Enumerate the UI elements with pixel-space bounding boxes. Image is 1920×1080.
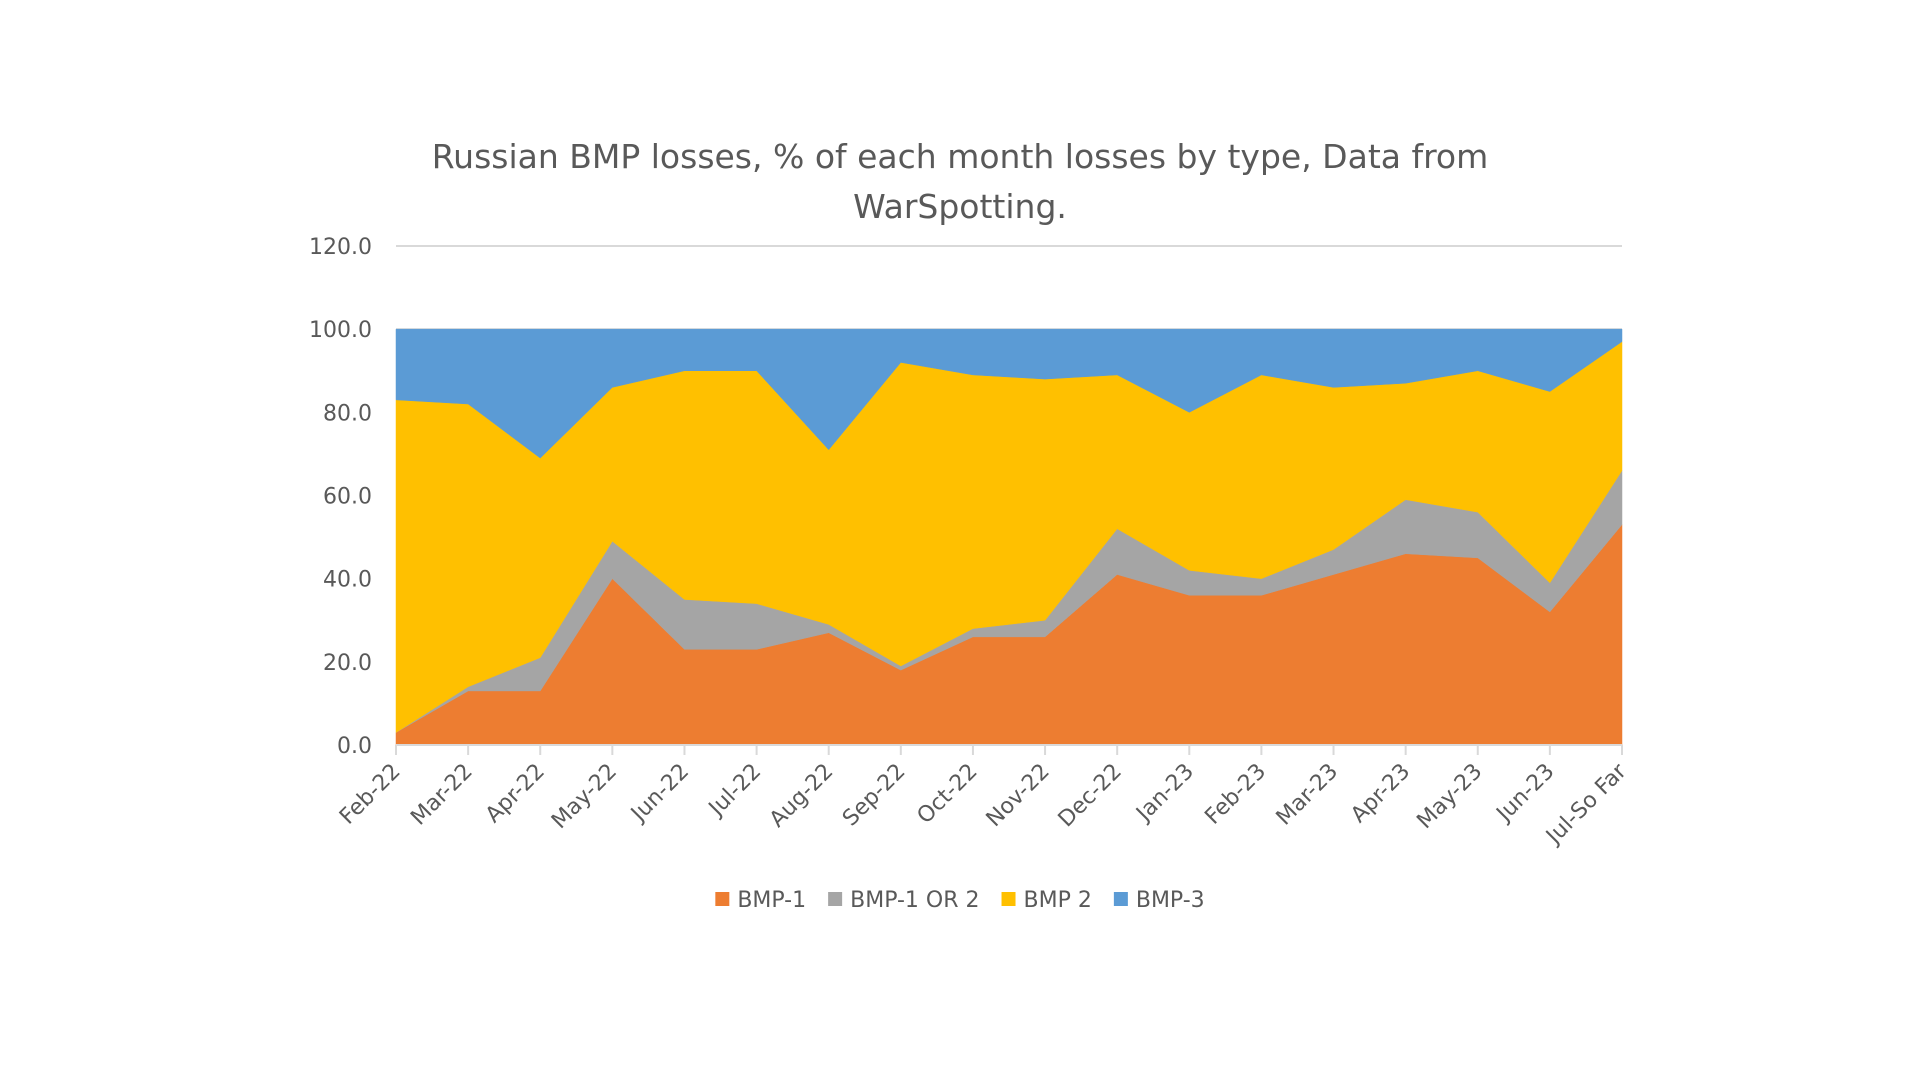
legend-label-bmp-2: BMP 2 [1024, 888, 1092, 913]
x-tick-label: Sep-22 [838, 759, 910, 831]
plot-areas [395, 328, 1623, 746]
x-tick-label: Jul-22 [703, 759, 766, 822]
x-tick-label: Apr-22 [481, 759, 550, 828]
x-tick-label: Feb-23 [1200, 759, 1271, 830]
x-tick-label: Apr-23 [1346, 759, 1415, 828]
y-tick-label: 120.0 [309, 235, 372, 260]
y-tick-label: 80.0 [323, 401, 372, 426]
legend-item-bmp-1: BMP-1 [715, 888, 806, 913]
x-tick-label: Jun-23 [1491, 759, 1560, 828]
y-tick-label: 60.0 [323, 485, 372, 510]
x-tick-label: Aug-22 [765, 759, 838, 832]
x-tick-label: May-22 [547, 759, 622, 834]
x-tick-label: Dec-22 [1054, 759, 1127, 832]
x-tick-label: Nov-22 [982, 759, 1055, 832]
x-tick-label: Jun-22 [625, 759, 694, 828]
y-tick-label: 20.0 [323, 651, 372, 676]
legend-item-bmp-1-or-2: BMP-1 OR 2 [828, 888, 980, 913]
x-tick-label: Oct-22 [913, 759, 983, 829]
legend-item-bmp-3: BMP-3 [1113, 888, 1205, 913]
x-tick-label: Mar-22 [406, 759, 477, 830]
legend: BMP-1 BMP-1 OR 2 BMP 2 BMP-3 [715, 888, 1205, 913]
x-tick-label: Jan-23 [1130, 759, 1198, 827]
x-tick-label: Feb-22 [335, 759, 406, 830]
legend-label-bmp-1: BMP-1 [737, 888, 806, 913]
x-tick-label: Mar-23 [1272, 759, 1343, 830]
legend-swatch-bmp-1 [715, 892, 730, 906]
y-axis: 0.0 20.0 40.0 60.0 80.0 100.0 120.0 [309, 235, 372, 759]
legend-swatch-bmp-3 [1113, 892, 1128, 906]
legend-swatch-bmp-1-or-2 [828, 892, 843, 906]
y-tick-label: 100.0 [309, 318, 372, 343]
legend-item-bmp-2: BMP 2 [1001, 888, 1092, 913]
y-tick-label: 0.0 [337, 734, 372, 759]
chart-title-line-2: WarSpotting. [853, 187, 1067, 226]
area-bmp-3 [395, 328, 1623, 459]
chart-title-line-1: Russian BMP losses, % of each month loss… [432, 137, 1489, 176]
legend-swatch-bmp-2 [1001, 892, 1016, 906]
x-tick-label: May-23 [1412, 759, 1487, 834]
legend-label-bmp-3: BMP-3 [1136, 888, 1205, 913]
y-tick-label: 40.0 [323, 568, 372, 593]
legend-label-bmp-1-or-2: BMP-1 OR 2 [850, 888, 979, 913]
